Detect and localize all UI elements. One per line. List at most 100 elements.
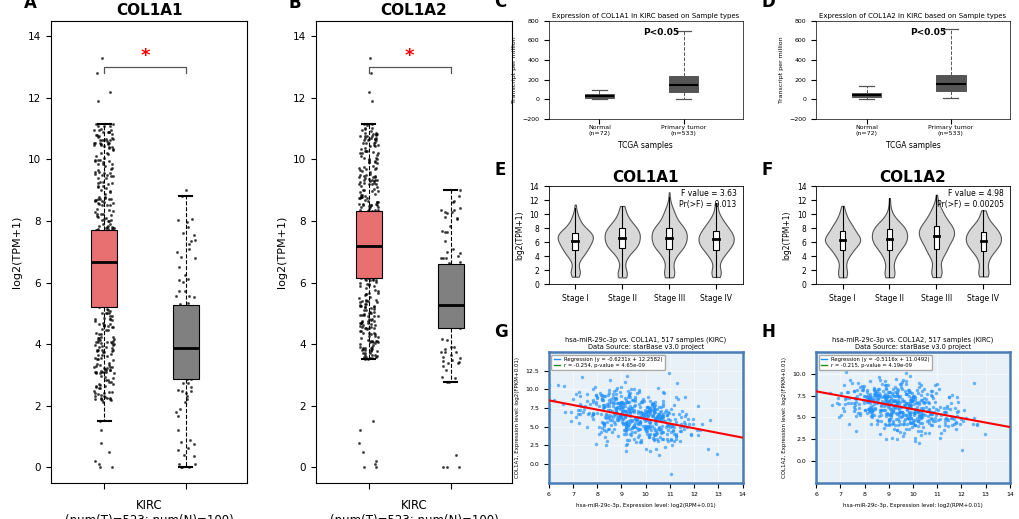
Point [878,392,895,401]
Point [867,398,883,406]
Point [93,339,109,347]
Point [644,399,660,407]
Point [904,396,920,404]
Point [910,415,926,424]
Point [839,399,855,407]
Y-axis label: log2(TPM+1): log2(TPM+1) [12,215,22,288]
Bar [712,230,718,250]
Point [97,279,113,287]
Point [363,119,379,128]
Point [369,225,385,234]
Point [370,338,386,346]
Point [950,407,966,416]
Point [910,383,926,391]
Point [104,130,120,138]
Point [99,150,115,158]
Point [90,97,106,105]
Point [619,419,635,427]
Point [351,340,367,348]
Point [96,136,112,145]
Point [105,224,121,233]
Point [355,248,371,256]
Point [354,267,370,276]
Point [895,397,911,405]
Point [369,215,385,223]
Point [450,192,467,200]
Point [352,242,368,251]
Point [96,215,112,223]
Point [361,315,377,323]
Point [364,276,380,284]
Point [594,419,610,427]
Point [600,425,616,433]
Point [91,380,107,388]
Point [352,344,368,352]
Point [663,422,680,431]
Point [866,387,882,395]
Point [368,239,384,248]
Point [900,415,916,423]
Point [367,267,383,275]
Point [620,404,636,413]
Point [354,246,370,254]
Point [92,276,108,284]
Point [98,277,114,285]
Point [101,233,117,241]
Point [357,351,373,360]
Point [104,179,120,187]
Point [653,428,669,436]
Point [362,226,378,234]
Point [869,417,886,425]
Point [659,437,676,445]
Point [903,398,919,406]
Point [624,428,640,436]
Point [673,427,689,435]
Point [918,364,934,373]
Point [87,196,103,204]
Point [92,179,108,187]
Point [366,138,382,146]
Point [613,417,630,426]
Point [904,397,920,405]
Point [357,223,373,231]
Point [105,251,121,260]
Point [368,180,384,188]
Point [619,398,635,406]
Point [358,171,374,179]
Point [636,407,652,416]
Point [103,350,119,359]
Point [95,348,111,357]
Point [875,402,892,411]
Point [355,268,371,277]
Point [101,217,117,226]
Point [357,124,373,132]
Point [652,416,668,425]
Point [361,255,377,264]
Point [357,225,373,234]
Point [362,141,378,149]
Point [614,399,631,407]
Point [105,346,121,354]
Point [369,257,385,266]
Point [367,321,383,329]
Point [95,285,111,293]
Point [665,436,682,445]
Point [880,417,897,425]
Point [357,262,373,270]
Point [912,411,928,419]
Point [359,261,375,269]
Point [98,227,114,236]
Point [934,408,951,416]
Point [941,392,957,401]
Point [353,274,369,282]
Point [603,416,620,425]
Y-axis label: Transcript per million: Transcript per million [512,36,516,103]
Point [436,293,452,302]
Point [353,245,369,253]
Point [103,250,119,258]
Point [902,394,918,402]
Point [904,418,920,426]
Point [912,403,928,412]
Point [366,142,382,150]
Point [356,174,372,183]
